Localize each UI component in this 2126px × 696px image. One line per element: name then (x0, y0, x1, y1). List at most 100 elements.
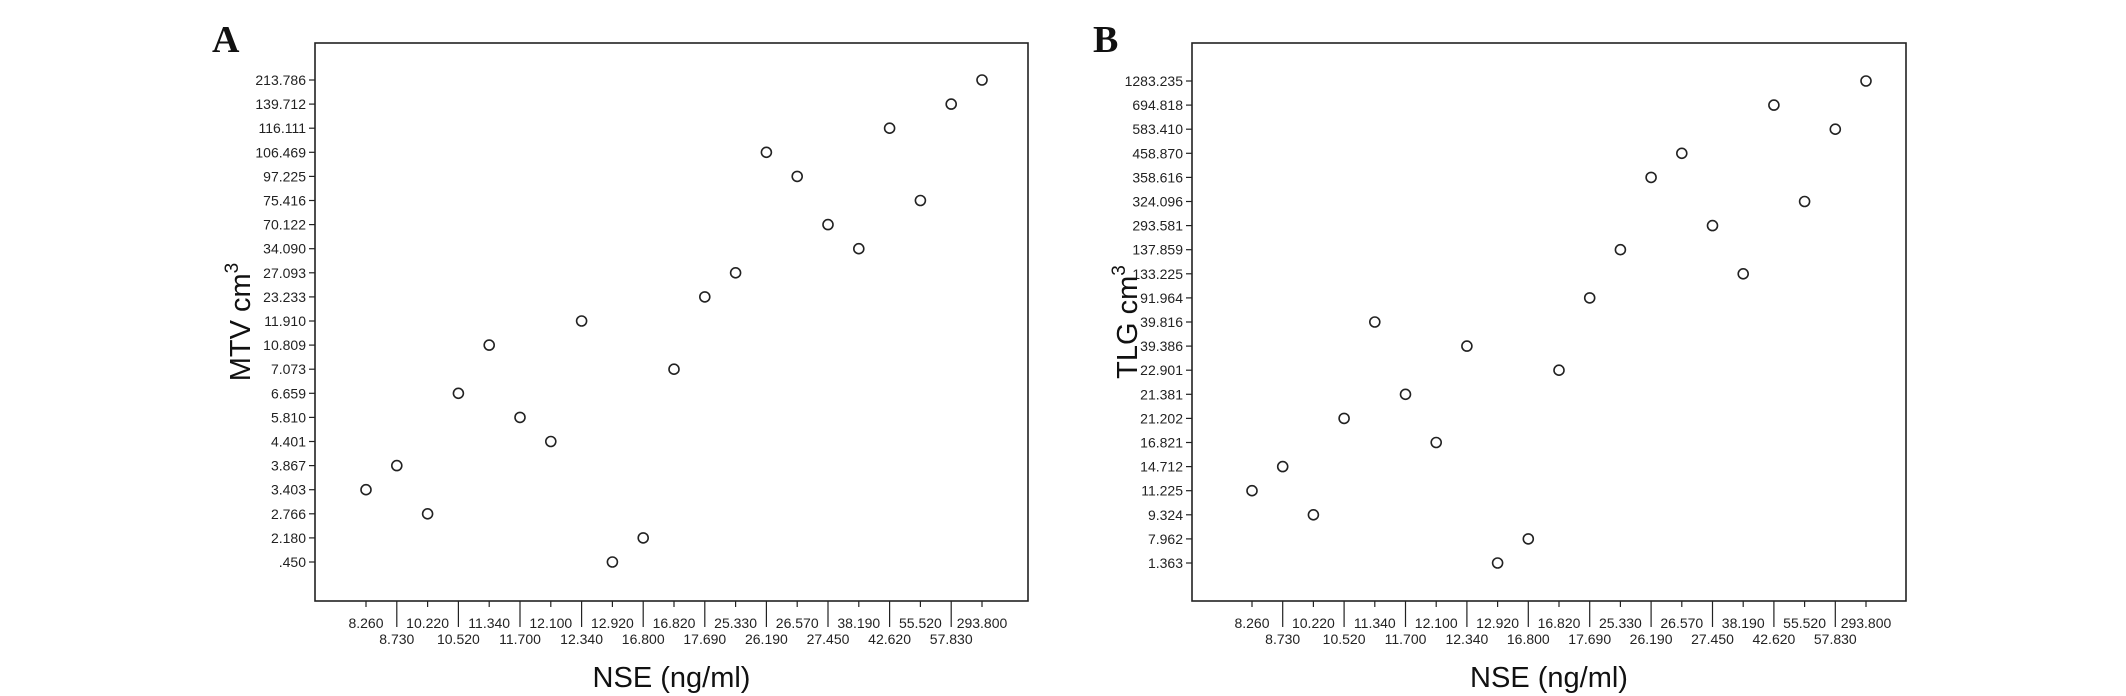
data-point (1553, 364, 1565, 377)
x-tick-label: 10.220 (1292, 615, 1335, 631)
x-tick-label: 8.260 (1234, 615, 1269, 631)
x-tick-label: 17.690 (1568, 631, 1611, 647)
data-point (1860, 75, 1872, 87)
y-tick-label: 1283.235 (1125, 73, 1184, 89)
x-tick-label: 293.800 (1841, 615, 1892, 631)
x-tick-label: 57.830 (930, 631, 973, 647)
y-tick-label: 3.867 (271, 458, 306, 474)
data-point (1583, 292, 1596, 304)
y-tick-label: 97.225 (263, 168, 306, 184)
data-point (852, 242, 865, 255)
x-tick-label: 38.190 (837, 615, 880, 631)
data-point (1491, 557, 1504, 569)
y-tick-label: 116.111 (259, 120, 307, 136)
y-axis-title-text: TLG cm (1112, 276, 1144, 379)
data-point (1614, 243, 1627, 256)
x-tick-label: 16.820 (1538, 615, 1581, 631)
y-tick-label: 11.225 (1141, 483, 1183, 499)
y-tick-label: 694.818 (1132, 97, 1183, 113)
y-tick-label: 21.202 (1140, 410, 1183, 426)
data-point (514, 411, 526, 424)
y-tick-label: 293.581 (1132, 218, 1183, 234)
x-tick-label: 57.830 (1814, 631, 1857, 647)
x-tick-label: 27.450 (1691, 631, 1734, 647)
panel-label: A (212, 19, 240, 61)
y-tick-label: 39.816 (1140, 314, 1183, 330)
scatter-chart-mtv: .450 2.180 2.766 3.403 3.867 4.401 5.810 6.659 7… (222, 42, 1029, 694)
data-point (1737, 267, 1750, 280)
y-tick-label: 75.416 (263, 193, 306, 209)
y-tick-label: 3.403 (271, 482, 306, 498)
y-tick-label: 133.225 (1132, 266, 1183, 282)
y-tick-label: 7.962 (1148, 531, 1183, 547)
data-point (390, 459, 403, 472)
y-tick-label: 139.712 (255, 96, 306, 112)
data-point (1246, 484, 1258, 497)
y-tick-label: 21.381 (1140, 386, 1183, 402)
x-tick-label: 26.570 (1660, 615, 1703, 631)
scatter-chart-tlg: 1.363 7.962 9.324 11.225 14.712 16.821 21.202 2… (1109, 42, 1907, 694)
data-point (1522, 533, 1535, 545)
x-tick-label: 16.820 (653, 615, 696, 631)
y-tick-label: 34.090 (263, 241, 306, 257)
y-tick-label: 16.821 (1140, 435, 1183, 451)
y-tick-label: 1.363 (1148, 555, 1183, 571)
x-tick-label: 25.330 (1599, 615, 1642, 631)
data-point (1768, 99, 1780, 111)
data-point (1368, 316, 1381, 328)
x-tick-label: 42.620 (1752, 631, 1795, 647)
y-tick-label: 27.093 (263, 265, 306, 281)
data-point (575, 315, 588, 327)
data-point (976, 74, 988, 86)
y-tick-label: 213.786 (255, 72, 306, 88)
y-tick-label: 10.809 (263, 337, 306, 353)
data-point (1399, 388, 1412, 401)
data-point (637, 532, 650, 544)
y-tick-label: 2.180 (271, 530, 306, 546)
x-tick-label: 8.730 (1265, 631, 1300, 647)
y-tick-label: 2.766 (271, 506, 306, 522)
x-tick-label: 55.520 (899, 615, 942, 631)
x-tick-label: 12.340 (1445, 631, 1488, 647)
y-tick-label: 9.324 (1148, 507, 1183, 523)
x-tick-label: 12.920 (1476, 615, 1519, 631)
y-tick-label: 6.659 (271, 385, 306, 401)
data-point (360, 483, 372, 496)
x-tick-label: 55.520 (1783, 615, 1826, 631)
data-point (1307, 508, 1320, 521)
data-point (945, 98, 958, 110)
x-tick-label: 8.730 (379, 631, 414, 647)
y-tick-label: 14.712 (1140, 459, 1183, 475)
x-tick-label: 11.700 (499, 631, 541, 647)
y-tick-label: 358.616 (1132, 169, 1183, 185)
x-tick-label: 8.260 (348, 615, 383, 631)
x-tick-label: 42.620 (868, 631, 911, 647)
y-tick-label: 137.859 (1132, 242, 1183, 258)
x-tick-label: 26.190 (1630, 631, 1673, 647)
x-tick-label: 12.340 (560, 631, 603, 647)
x-tick-label: 12.100 (529, 615, 572, 631)
data-point (606, 556, 619, 568)
x-tick-label: 16.800 (622, 631, 665, 647)
x-tick-label: 11.700 (1385, 631, 1427, 647)
y-tick-label: 7.073 (271, 361, 306, 377)
y-tick-label: .450 (279, 554, 306, 570)
x-tick-label: 293.800 (957, 615, 1008, 631)
x-axis-title: NSE (ng/ml) (1470, 662, 1628, 694)
data-point (883, 122, 896, 134)
data-point (1829, 123, 1842, 135)
x-tick-label: 12.100 (1415, 615, 1458, 631)
x-tick-label: 25.330 (714, 615, 757, 631)
y-tick-label: 23.233 (263, 289, 306, 305)
data-point (914, 194, 927, 207)
x-tick-label: 11.340 (468, 615, 510, 631)
y-tick-label: 106.469 (255, 144, 306, 160)
y-tick-label: 70.122 (263, 217, 306, 233)
x-axis-title: NSE (ng/ml) (593, 662, 751, 694)
data-point (1645, 171, 1657, 184)
y-tick-label: 91.964 (1140, 290, 1183, 306)
data-point (1276, 460, 1289, 473)
y-axis-title-superscript: 3 (1109, 265, 1130, 276)
data-point (729, 266, 742, 279)
y-tick-label: 583.410 (1132, 121, 1183, 137)
